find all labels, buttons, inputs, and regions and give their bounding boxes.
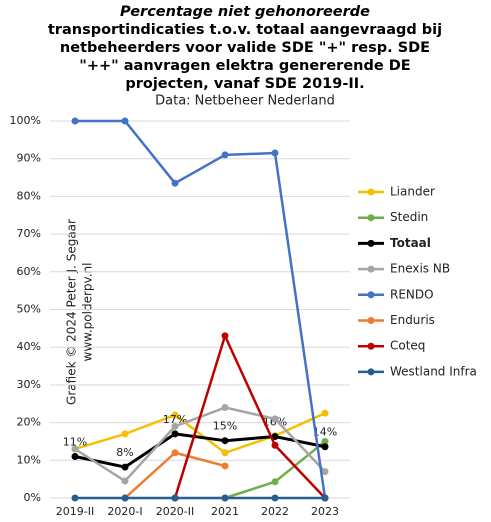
point <box>271 149 279 157</box>
point <box>321 437 329 445</box>
point <box>71 453 79 461</box>
point <box>171 430 179 438</box>
title-line: projecten, vanaf SDE 2019-II. <box>125 76 364 92</box>
legend-marker <box>367 368 375 376</box>
point <box>71 117 79 125</box>
data-label: 11% <box>63 436 87 449</box>
y-tick-label: 70% <box>17 227 41 240</box>
x-tick-label: 2022 <box>261 505 289 518</box>
point <box>271 433 279 441</box>
point <box>171 494 179 502</box>
title-line: netbeheerders voor valide SDE "+" resp. … <box>60 40 430 56</box>
point <box>171 422 179 430</box>
x-tick-label: 2019-II <box>56 505 94 518</box>
y-tick-label: 80% <box>17 189 41 202</box>
series-line <box>173 334 326 499</box>
subtitle: Data: Netbeheer Nederland <box>155 94 335 109</box>
legend-marker <box>367 342 375 350</box>
legend-label: Liander <box>390 185 435 199</box>
title-line: Percentage niet gehonoreerde <box>120 4 370 20</box>
data-label: 14% <box>313 426 337 439</box>
point <box>221 332 229 340</box>
point <box>121 477 129 485</box>
legend-marker <box>367 317 375 324</box>
y-tick-label: 30% <box>17 378 41 391</box>
annotation: www.polderpv.nl <box>81 263 95 362</box>
point <box>171 179 179 187</box>
point <box>121 430 129 438</box>
point <box>321 468 329 476</box>
title-line: transportindicaties t.o.v. totaal aangev… <box>48 22 442 38</box>
point <box>221 449 229 457</box>
legend-label: Westland Infra <box>390 364 477 378</box>
legend-marker <box>367 214 375 222</box>
x-tick-label: 2020-I <box>107 505 142 518</box>
legend-marker <box>367 239 375 247</box>
data-label: 17% <box>163 413 187 426</box>
series-line <box>124 451 226 499</box>
series-line <box>74 412 326 455</box>
legend-label: Totaal <box>390 236 431 250</box>
y-tick-label: 90% <box>17 152 41 165</box>
y-tick-label: 0% <box>24 491 41 504</box>
point <box>71 445 79 453</box>
point <box>121 494 129 502</box>
legend-marker <box>367 291 375 299</box>
point <box>221 437 229 445</box>
point <box>121 463 129 471</box>
y-tick-label: 40% <box>17 340 41 353</box>
data-label: 15% <box>213 420 237 433</box>
point <box>221 462 229 470</box>
legend-label: RENDO <box>390 287 434 301</box>
point <box>271 494 279 502</box>
data-label: 8% <box>116 446 133 459</box>
legend-label: Enexis NB <box>390 262 450 276</box>
point <box>271 415 279 423</box>
legend-label: Stedin <box>390 210 428 224</box>
point <box>321 409 329 417</box>
point <box>321 494 329 502</box>
series-line <box>75 119 327 499</box>
series-line <box>74 432 326 469</box>
y-tick-label: 60% <box>17 265 41 278</box>
x-tick-label: 2020-II <box>156 505 194 518</box>
point <box>221 404 229 412</box>
title-line: "++" aanvragen elektra genererende DE <box>79 58 410 74</box>
legend-label: Coteq <box>390 339 425 353</box>
y-tick-label: 20% <box>17 416 41 429</box>
legend-marker <box>367 265 375 273</box>
point <box>221 494 229 502</box>
y-tick-label: 50% <box>17 303 41 316</box>
y-tick-label: 10% <box>17 453 41 466</box>
point <box>221 151 229 159</box>
legend-marker <box>367 188 375 196</box>
x-tick-label: 2023 <box>311 505 339 518</box>
point <box>171 411 179 419</box>
y-tick-label: 100% <box>10 114 41 127</box>
x-tick-label: 2021 <box>211 505 239 518</box>
point <box>271 478 279 486</box>
point <box>71 494 79 502</box>
legend-label: Enduris <box>390 313 435 327</box>
point <box>321 443 329 451</box>
point <box>271 441 279 449</box>
point <box>121 117 129 125</box>
annotation: Grafiek © 2024 Peter J. Segaar <box>65 219 79 405</box>
series-line <box>224 440 326 500</box>
point <box>171 449 179 457</box>
